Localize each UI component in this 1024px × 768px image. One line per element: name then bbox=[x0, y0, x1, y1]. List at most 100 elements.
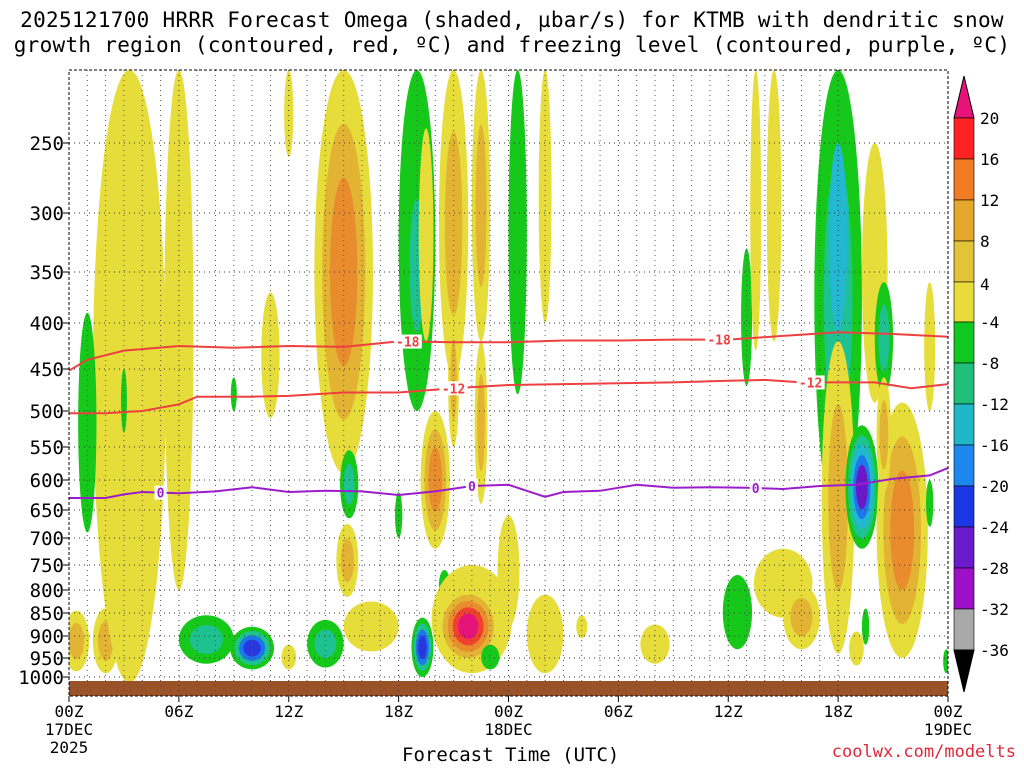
colorbar-label: 8 bbox=[980, 232, 990, 251]
y-tick-label-550: 550 bbox=[30, 437, 64, 459]
omega-cell-37-yellow bbox=[640, 624, 670, 664]
x-tick-date: 18DEC bbox=[484, 720, 532, 739]
colorbar-swatch bbox=[953, 199, 975, 242]
colorbar-label: -32 bbox=[980, 600, 1009, 619]
contour-lines-layer: -18 -18 -12 -12 0 0 0 bbox=[69, 331, 948, 502]
y-tick-label-300: 300 bbox=[30, 203, 64, 225]
colorbar-swatch bbox=[953, 321, 975, 364]
y-tick-label-800: 800 bbox=[30, 580, 64, 602]
omega-cell-0-gold bbox=[69, 622, 85, 660]
source-credit[interactable]: coolwx.com/modelts bbox=[831, 742, 1016, 762]
omega-cell-24-gold bbox=[475, 124, 487, 288]
omega-cell-9-yellow bbox=[284, 70, 294, 157]
contour-label-bg bbox=[154, 485, 167, 500]
y-tick-label-650: 650 bbox=[30, 500, 64, 522]
y-tick-label-700: 700 bbox=[30, 528, 64, 550]
colorbar-label: -28 bbox=[980, 559, 1009, 578]
colorbar-label: 12 bbox=[980, 191, 999, 210]
x-tick-label: 18Z bbox=[384, 702, 413, 721]
contour-line--18 bbox=[69, 331, 948, 372]
omega-colorbar: 20 16 12 8 4 -4 -8 -12 -16 -20 -24 -28 -32 -36 bbox=[953, 75, 1009, 693]
omega-cell-45-cyan bbox=[828, 143, 848, 333]
colorbar-label: 20 bbox=[980, 109, 999, 128]
y-tick-label-400: 400 bbox=[30, 313, 64, 335]
omega-cell-17-yellow bbox=[343, 601, 399, 652]
contour-label-bg bbox=[796, 375, 825, 390]
colorbar-label: -8 bbox=[980, 354, 999, 373]
x-tick-label: 00Z bbox=[934, 702, 963, 721]
omega-cell-55-green bbox=[926, 480, 934, 527]
colorbar-label: -36 bbox=[980, 641, 1009, 660]
colorbar-swatch bbox=[953, 362, 975, 405]
y-tick-label-900: 900 bbox=[30, 626, 64, 648]
contour-label--18: -18 bbox=[707, 334, 731, 349]
colorbar-swatch bbox=[953, 281, 975, 323]
colorbar-swatch bbox=[953, 526, 975, 569]
omega-cell-35-green bbox=[481, 644, 500, 670]
pressure-axis: 2503003504004505005506006507007508008509… bbox=[18, 133, 69, 689]
omega-cell-27-yellow bbox=[538, 70, 552, 323]
contour-label--12: -12 bbox=[799, 376, 822, 391]
y-tick-label-450: 450 bbox=[30, 359, 64, 381]
omega-cell-13-yellow bbox=[281, 644, 297, 670]
omega-cell-16-teal bbox=[343, 463, 355, 505]
omega-cell-54-yellow bbox=[849, 631, 864, 666]
omega-cell-11-teal bbox=[189, 624, 223, 655]
omega-cell-2-yellow bbox=[92, 70, 167, 683]
omega-cell-52-yellow bbox=[924, 282, 936, 411]
omega-cell-22-gold bbox=[450, 339, 457, 421]
omega-cell-7-green bbox=[230, 377, 237, 412]
contour-label-0: 0 bbox=[468, 480, 476, 495]
contour-label-bg bbox=[705, 332, 734, 347]
contour-label-bg bbox=[749, 481, 762, 496]
omega-cell-33-yellow bbox=[497, 515, 520, 627]
x-tick-date: 17DEC bbox=[45, 720, 93, 739]
colorbar-swatch bbox=[953, 444, 975, 487]
colorbar-label: 16 bbox=[980, 150, 999, 169]
x-tick-label: 06Z bbox=[164, 702, 193, 721]
contour-label-bg bbox=[439, 381, 468, 396]
contour-label--18: -18 bbox=[396, 336, 420, 351]
omega-cell-38-green bbox=[722, 575, 753, 650]
colorbar-swatch bbox=[953, 485, 975, 528]
omega-cell-53-green bbox=[861, 608, 870, 645]
x-tick-label: 00Z bbox=[55, 702, 84, 721]
x-tick-label: 06Z bbox=[604, 702, 633, 721]
y-tick-label-950: 950 bbox=[30, 648, 64, 670]
colorbar-swatch bbox=[953, 117, 975, 160]
plot-frame bbox=[68, 69, 949, 697]
colorbar-swatch bbox=[953, 158, 975, 201]
omega-cell-43-yellow bbox=[766, 70, 782, 342]
x-axis-title: Forecast Time (UTC) bbox=[402, 744, 620, 766]
y-tick-label-600: 600 bbox=[30, 470, 64, 492]
contour-label-0: 0 bbox=[157, 487, 165, 502]
omega-cell-14-teal bbox=[314, 629, 337, 658]
contour-label-0: 0 bbox=[752, 482, 760, 497]
contour-label--12: -12 bbox=[442, 382, 465, 397]
omega-cell-6-yellow bbox=[148, 213, 155, 283]
contour-label-bg bbox=[393, 334, 422, 349]
x-tick-year: 2025 bbox=[50, 738, 89, 757]
ground-surface-bar bbox=[69, 681, 948, 696]
chart-title-line-1: 2025121700 HRRR Forecast Omega (shaded, … bbox=[20, 8, 1004, 32]
omega-cell-15-gold bbox=[340, 538, 354, 583]
colorbar-top-triangle bbox=[953, 75, 975, 119]
omega-cell-51-gold bbox=[879, 400, 889, 470]
omega-cell-12-indigo bbox=[243, 639, 261, 657]
x-tick-date: 19DEC bbox=[924, 720, 972, 739]
omega-cell-56-green bbox=[943, 649, 948, 674]
omega-cell-4-green bbox=[78, 312, 97, 533]
omega-cell-46-gold bbox=[828, 403, 849, 592]
omega-cell-34-yellow bbox=[526, 594, 564, 674]
omega-cell-26-green bbox=[508, 70, 527, 395]
omega-cell-50-orange bbox=[890, 470, 915, 590]
omega-cell-23-yellow bbox=[418, 128, 434, 342]
contour-line--12 bbox=[69, 378, 948, 415]
omega-cell-48-teal bbox=[878, 304, 890, 372]
omega-cell-49-violet bbox=[855, 464, 868, 510]
colorbar-bottom-triangle bbox=[953, 649, 975, 693]
contour-label-bg bbox=[465, 479, 478, 493]
x-tick-label: 12Z bbox=[274, 702, 303, 721]
omega-cell-32-magenta bbox=[457, 613, 479, 639]
